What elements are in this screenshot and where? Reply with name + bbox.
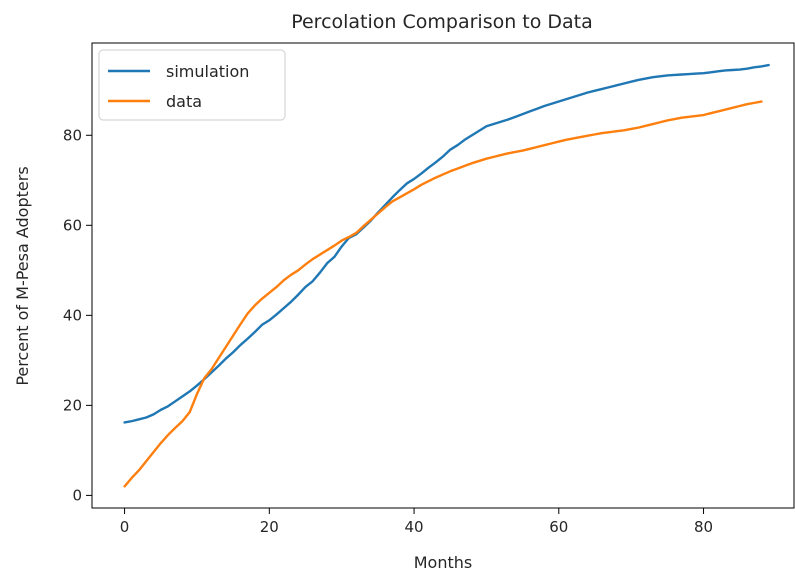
series-line-data: [123, 100, 763, 488]
x-tick-label: 60: [549, 518, 568, 536]
y-tick-label: 20: [63, 396, 82, 414]
y-axis: 0 20 40 60 80: [63, 126, 92, 504]
y-axis-label: Percent of M-Pesa Adopters: [13, 166, 32, 385]
series-line-simulation: [123, 63, 770, 424]
x-tick-label: 0: [120, 518, 130, 536]
legend-label-simulation: simulation: [166, 62, 249, 81]
chart-title: Percolation Comparison to Data: [291, 11, 593, 33]
plot-area: [91, 42, 795, 509]
y-tick-label: 60: [63, 216, 82, 234]
x-tick-label: 20: [260, 518, 279, 536]
legend-box: [98, 49, 286, 121]
legend-label-data: data: [166, 92, 202, 111]
x-tick-label: 40: [405, 518, 424, 536]
y-tick-label: 80: [63, 126, 82, 144]
y-tick-label: 0: [72, 486, 82, 504]
y-tick-label: 40: [63, 306, 82, 324]
x-tick-label: 80: [694, 518, 713, 536]
x-axis-label: Months: [414, 553, 472, 572]
axes-frame: [91, 42, 795, 509]
series-group: [123, 63, 770, 488]
legend: simulation data: [98, 49, 286, 121]
x-axis: 0 20 40 60 80: [120, 508, 713, 536]
